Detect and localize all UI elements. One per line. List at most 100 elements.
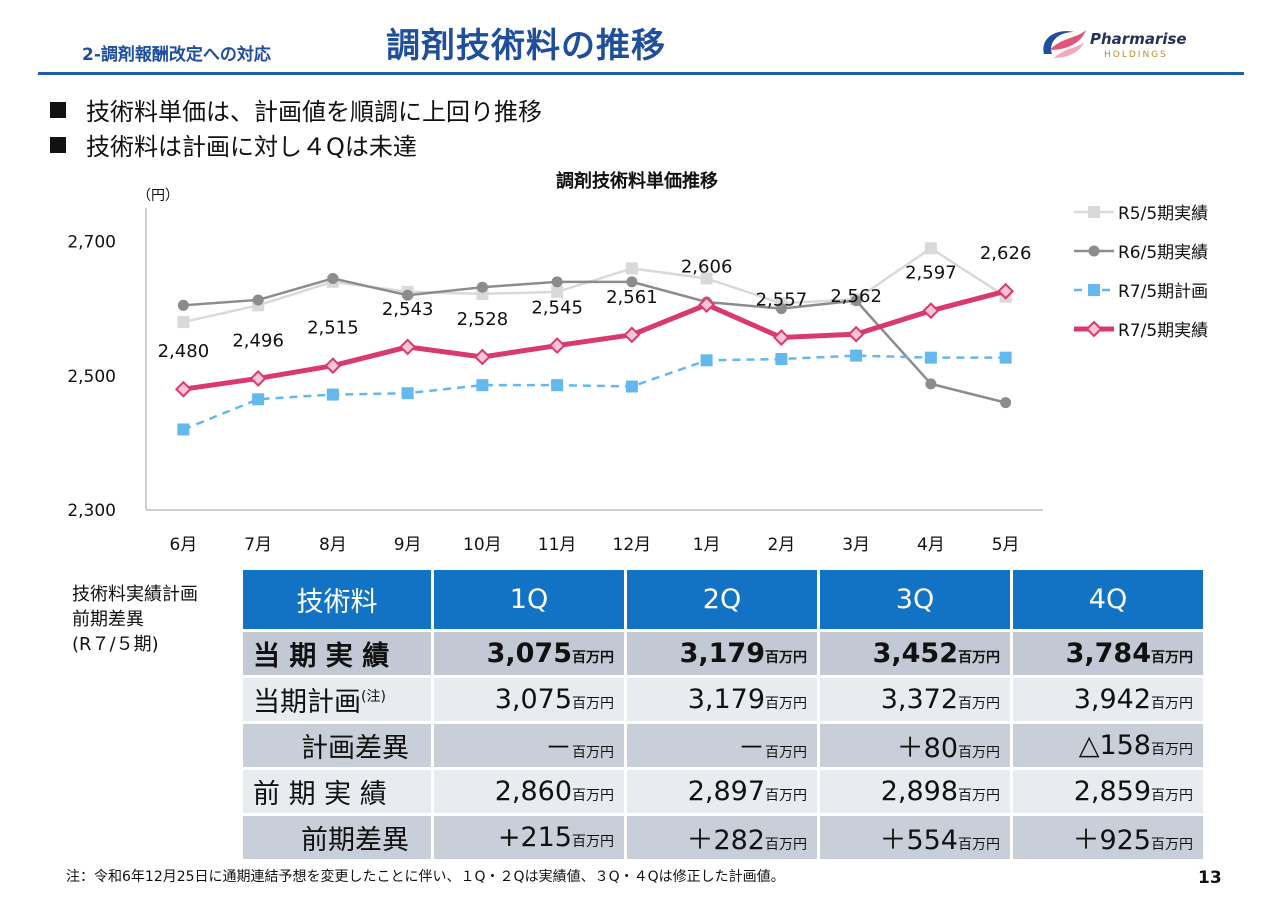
series-point [775, 353, 788, 365]
series-point [625, 262, 638, 275]
unit-text: 百万円 [765, 696, 807, 712]
value-text: 2,860 [494, 776, 572, 807]
bullet-1-text: 技術料単価は、計画値を順調に上回り推移 [86, 98, 542, 126]
header-cell-label: 技術料 [243, 570, 431, 629]
technical-fee-table: 技術料 1Q 2Q 3Q 4Q 当 期 実 績 3,075百万円 3,179百万円 3… [240, 567, 1206, 862]
side-label-line-3: (R７/５期) [72, 634, 159, 655]
series-point [177, 316, 190, 329]
data-label: 2,528 [457, 309, 509, 330]
series-point [924, 351, 937, 364]
series-point [999, 351, 1012, 364]
series-point [997, 282, 1015, 300]
y-tick-label: 2,500 [67, 367, 116, 387]
series-point [700, 354, 713, 367]
x-tick-label: 2月 [767, 535, 795, 555]
series-point [476, 379, 489, 392]
series-point [775, 303, 787, 315]
row-label-text: 当 期 実 績 [253, 641, 390, 672]
data-label: 2,562 [830, 286, 882, 307]
series-point [626, 276, 638, 288]
unit-text: 百万円 [1151, 650, 1193, 666]
side-label-line-1: 技術料実績計画 [72, 584, 198, 605]
series-point [402, 289, 414, 301]
series-point [249, 370, 267, 387]
y-tick-label: 2,700 [67, 233, 116, 253]
row-label: 当 期 実 績 [243, 632, 431, 675]
table-row: 当期計画(注) 3,075百万円 3,179百万円 3,372百万円 3,942百万円 [243, 678, 1203, 721]
value-cell: 2,859百万円 [1013, 770, 1203, 813]
unit-text: 百万円 [1151, 837, 1193, 853]
unit-text: 百万円 [572, 834, 614, 850]
series-point [252, 294, 264, 306]
unit-text: 百万円 [765, 745, 807, 761]
legend-marker [1085, 320, 1103, 338]
row-label: 計画差異 [243, 724, 431, 767]
series-point [401, 387, 414, 400]
value-cell: 3,075百万円 [434, 632, 624, 675]
section-heading: 2-調剤報酬改定への対応 [82, 45, 271, 65]
series-point [850, 349, 863, 362]
value-text: 3,179 [679, 638, 765, 669]
legend-marker [1088, 206, 1100, 218]
legend-marker [1088, 245, 1100, 257]
side-label-line-2: 前期差異 [72, 609, 144, 630]
data-label: 2,515 [307, 318, 359, 339]
series-point [551, 276, 563, 288]
series-line [183, 246, 1007, 324]
x-tick-label: 1月 [693, 535, 721, 555]
series-point [925, 378, 937, 390]
series-point [698, 296, 716, 314]
table-row: 前期差異 +215百万円 ＋282百万円 ＋554百万円 ＋925百万円 [243, 816, 1203, 859]
value-text: 2,898 [880, 776, 958, 807]
value-cell: －百万円 [434, 724, 624, 767]
row-label: 前期差異 [243, 816, 431, 859]
data-label: 2,626 [980, 243, 1032, 264]
value-cell: 2,897百万円 [627, 770, 817, 813]
value-cell: ＋554百万円 [820, 816, 1010, 859]
value-cell: 2,860百万円 [434, 770, 624, 813]
footnote: 注：令和6年12月25日に通期連結予想を変更したことに伴い、１Q・２Qは実績値、… [66, 869, 785, 885]
data-label: 2,496 [232, 330, 284, 351]
value-text: 3,075 [494, 684, 572, 715]
series-point [922, 302, 940, 320]
unit-text: 百万円 [958, 650, 1000, 666]
value-text: ＋282 [686, 825, 765, 856]
series-point [551, 379, 564, 392]
header-cell-4q: 4Q [1013, 570, 1203, 629]
x-tick-label: 10月 [463, 535, 502, 555]
value-text: △158 [1078, 730, 1151, 761]
x-tick-label: 12月 [613, 535, 652, 555]
row-label: 当期計画(注) [243, 678, 431, 721]
series-line [183, 277, 1006, 404]
x-tick-label: 9月 [394, 535, 422, 555]
value-cell: 3,179百万円 [627, 632, 817, 675]
x-tick-label: 3月 [842, 535, 870, 555]
series-point [772, 329, 790, 346]
table-row: 前 期 実 績 2,860百万円 2,897百万円 2,898百万円 2,859百万円 [243, 770, 1203, 813]
legend-label: R5/5期実績 [1118, 204, 1208, 224]
table-row: 計画差異 －百万円 －百万円 ＋80百万円 △158百万円 [243, 724, 1203, 767]
unit-text: 百万円 [572, 745, 614, 761]
unit-text: 百万円 [572, 788, 614, 804]
plan-note-marker: (注) [361, 689, 386, 705]
header-cell-1q: 1Q [434, 570, 624, 629]
unit-text: 百万円 [958, 788, 1000, 804]
value-text: ＋554 [879, 825, 958, 856]
value-text: 3,372 [880, 684, 958, 715]
value-text: － [545, 733, 572, 764]
value-text: 2,859 [1073, 776, 1151, 807]
series-point [924, 242, 937, 255]
unit-text: 百万円 [958, 837, 1000, 853]
value-cell: 3,075百万円 [434, 678, 624, 721]
x-tick-label: 6月 [169, 535, 197, 555]
value-text: +215 [497, 822, 572, 853]
row-label-text: 計画差異 [301, 733, 409, 764]
value-cell: ＋282百万円 [627, 816, 817, 859]
value-cell: 3,942百万円 [1013, 678, 1203, 721]
y-unit-label: （円） [137, 188, 179, 204]
legend-marker [1088, 284, 1100, 296]
value-cell: －百万円 [627, 724, 817, 767]
value-text: 3,784 [1065, 638, 1151, 669]
series-point [625, 380, 638, 393]
y-tick-label: 2,300 [67, 501, 116, 521]
